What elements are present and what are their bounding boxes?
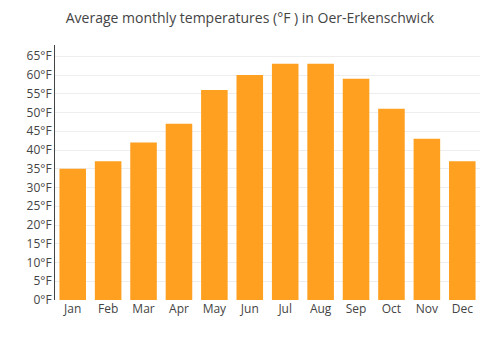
svg-text:40°F: 40°F — [27, 141, 52, 158]
svg-text:Jul: Jul — [277, 300, 292, 317]
svg-text:0°F: 0°F — [33, 291, 51, 308]
svg-text:Feb: Feb — [98, 300, 118, 317]
svg-text:Sep: Sep — [346, 300, 367, 317]
svg-text:35°F: 35°F — [27, 160, 52, 177]
svg-text:Jan: Jan — [63, 300, 81, 317]
svg-text:60°F: 60°F — [27, 66, 52, 83]
svg-text:Aug: Aug — [310, 300, 332, 317]
svg-text:Dec: Dec — [452, 300, 473, 317]
svg-text:45°F: 45°F — [27, 122, 52, 139]
svg-text:65°F: 65°F — [27, 47, 52, 64]
svg-text:20°F: 20°F — [27, 216, 52, 233]
svg-text:May: May — [203, 300, 227, 317]
svg-text:55°F: 55°F — [27, 85, 52, 102]
svg-text:Average monthly temperatures (: Average monthly temperatures (°F ) in Oe… — [66, 8, 435, 27]
svg-text:30°F: 30°F — [27, 179, 52, 196]
svg-text:Mar: Mar — [132, 300, 154, 317]
svg-text:Nov: Nov — [416, 300, 438, 317]
svg-text:5°F: 5°F — [33, 272, 51, 289]
svg-text:10°F: 10°F — [27, 254, 52, 271]
svg-text:Apr: Apr — [169, 300, 189, 317]
svg-text:25°F: 25°F — [27, 197, 52, 214]
svg-text:Oct: Oct — [382, 300, 401, 317]
svg-text:Jun: Jun — [240, 300, 259, 317]
svg-text:15°F: 15°F — [27, 235, 52, 252]
svg-text:50°F: 50°F — [27, 104, 52, 121]
